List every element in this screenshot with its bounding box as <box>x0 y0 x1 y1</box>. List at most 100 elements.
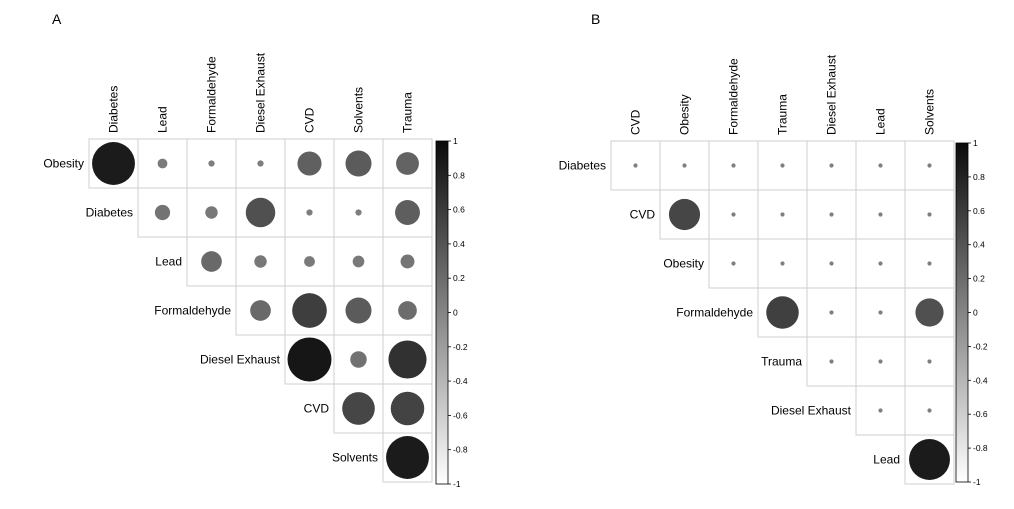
correlation-circle <box>927 359 932 364</box>
correlation-circle <box>390 391 425 426</box>
correlation-circle <box>829 212 834 217</box>
correlation-circle <box>306 209 313 216</box>
row-label: CVD <box>304 402 330 416</box>
row-label: Diesel Exhaust <box>771 404 852 418</box>
correlation-circle <box>731 261 736 266</box>
panel-letter: A <box>52 11 62 27</box>
colorbar-tick-label: 0.8 <box>453 170 465 180</box>
colorbar-tick-label: -0.8 <box>973 443 988 453</box>
correlation-circle <box>342 392 375 425</box>
correlation-circle <box>878 261 883 266</box>
column-label: Trauma <box>401 92 415 133</box>
correlation-circle <box>287 337 332 382</box>
panel-B: B CVD Obesity Formaldehyde Trauma Diesel Exha… <box>559 11 988 487</box>
correlation-circle <box>398 301 417 320</box>
correlation-circle <box>780 212 785 217</box>
correlation-circle <box>345 150 372 177</box>
colorbar-gradient <box>435 140 449 485</box>
correlation-circle <box>350 351 367 368</box>
row-label: Diabetes <box>559 159 606 173</box>
correlation-circle <box>386 436 429 479</box>
column-label: Trauma <box>776 94 790 135</box>
column-label: Diabetes <box>107 86 121 133</box>
row-label: Trauma <box>761 355 802 369</box>
correlation-circle <box>915 298 944 327</box>
correlation-circle <box>205 206 218 219</box>
correlation-circle <box>878 359 883 364</box>
row-label: Lead <box>873 453 900 467</box>
matrix-cell <box>382 285 433 336</box>
correlation-circle <box>878 163 883 168</box>
column-label: Solvents <box>923 89 937 135</box>
correlation-circle <box>154 204 171 221</box>
correlation-circle <box>829 359 834 364</box>
correlation-circle <box>878 310 883 315</box>
correlation-circle <box>780 261 785 266</box>
row-label: Obesity <box>43 157 84 171</box>
correlation-circle <box>878 408 883 413</box>
correlation-circle <box>355 209 362 216</box>
correlation-circle <box>829 261 834 266</box>
colorbar-tick-label: -0.2 <box>973 341 988 351</box>
matrix-cell <box>137 187 188 238</box>
correlation-circle <box>257 160 264 167</box>
colorbar-tick-label: 0.6 <box>973 206 985 216</box>
colorbar-tick-label: -0.6 <box>973 409 988 419</box>
row-label: Formaldehyde <box>676 306 753 320</box>
colorbar-tick-label: 1 <box>973 138 978 148</box>
correlation-circle <box>388 340 427 379</box>
row-label: Diabetes <box>86 206 133 220</box>
correlation-circle <box>304 256 315 267</box>
row-label: Diesel Exhaust <box>200 353 281 367</box>
correlation-circle <box>878 212 883 217</box>
colorbar-tick-label: 0.2 <box>453 273 465 283</box>
correlation-circle <box>633 163 638 168</box>
correlation-circle <box>157 158 168 169</box>
column-label: Formaldehyde <box>205 56 219 133</box>
colorbar-tick-label: -0.6 <box>453 410 468 420</box>
column-label: CVD <box>303 107 317 133</box>
matrix-cell <box>186 236 237 287</box>
column-label: Lead <box>874 108 888 135</box>
correlation-circle <box>254 255 267 268</box>
colorbar: 1 0.8 0.6 0.4 0.2 0 -0.2 -0.4 -0.6 -0.8 -1 <box>955 138 988 487</box>
correlation-circle <box>352 255 365 268</box>
correlation-circle <box>201 251 222 272</box>
colorbar: 1 0.8 0.6 0.4 0.2 0 -0.2 -0.4 -0.6 -0.8 -1 <box>435 136 468 489</box>
colorbar-tick-label: -1 <box>453 479 461 489</box>
colorbar-tick-label: -0.4 <box>973 375 988 385</box>
column-label: CVD <box>629 109 643 135</box>
matrix-cell <box>757 287 808 338</box>
column-label: Diesel Exhaust <box>825 54 839 135</box>
correlation-circle <box>345 297 372 324</box>
colorbar-tick-label: -0.8 <box>453 445 468 455</box>
colorbar-tick-label: 1 <box>453 136 458 146</box>
correlation-circle <box>396 152 419 175</box>
column-label: Formaldehyde <box>727 58 741 135</box>
colorbar-tick-label: -0.2 <box>453 342 468 352</box>
correlation-circle <box>731 212 736 217</box>
correlation-circle <box>927 163 932 168</box>
correlation-circle <box>297 151 322 176</box>
panel-letter: B <box>591 11 600 27</box>
correlation-circle <box>395 200 420 225</box>
colorbar-tick-label: 0.2 <box>973 274 985 284</box>
correlation-circle <box>909 439 950 480</box>
colorbar-tick-label: 0.4 <box>453 239 465 249</box>
column-label: Lead <box>156 106 170 133</box>
correlation-circle <box>250 300 271 321</box>
colorbar-tick-label: -1 <box>973 477 981 487</box>
correlation-circle <box>682 163 687 168</box>
correlation-circle <box>668 198 701 231</box>
correlation-circle <box>829 310 834 315</box>
panel-A: A Diabetes Lead Formaldehyde Diesel Exhaust C… <box>43 11 468 489</box>
colorbar-tick-label: 0.4 <box>973 240 985 250</box>
correlation-circle <box>927 408 932 413</box>
correlation-circle <box>292 293 327 328</box>
row-label: CVD <box>630 208 656 222</box>
correlation-circle <box>829 163 834 168</box>
correlation-circle <box>731 163 736 168</box>
correlation-circle <box>92 142 135 185</box>
correlation-circle <box>780 163 785 168</box>
